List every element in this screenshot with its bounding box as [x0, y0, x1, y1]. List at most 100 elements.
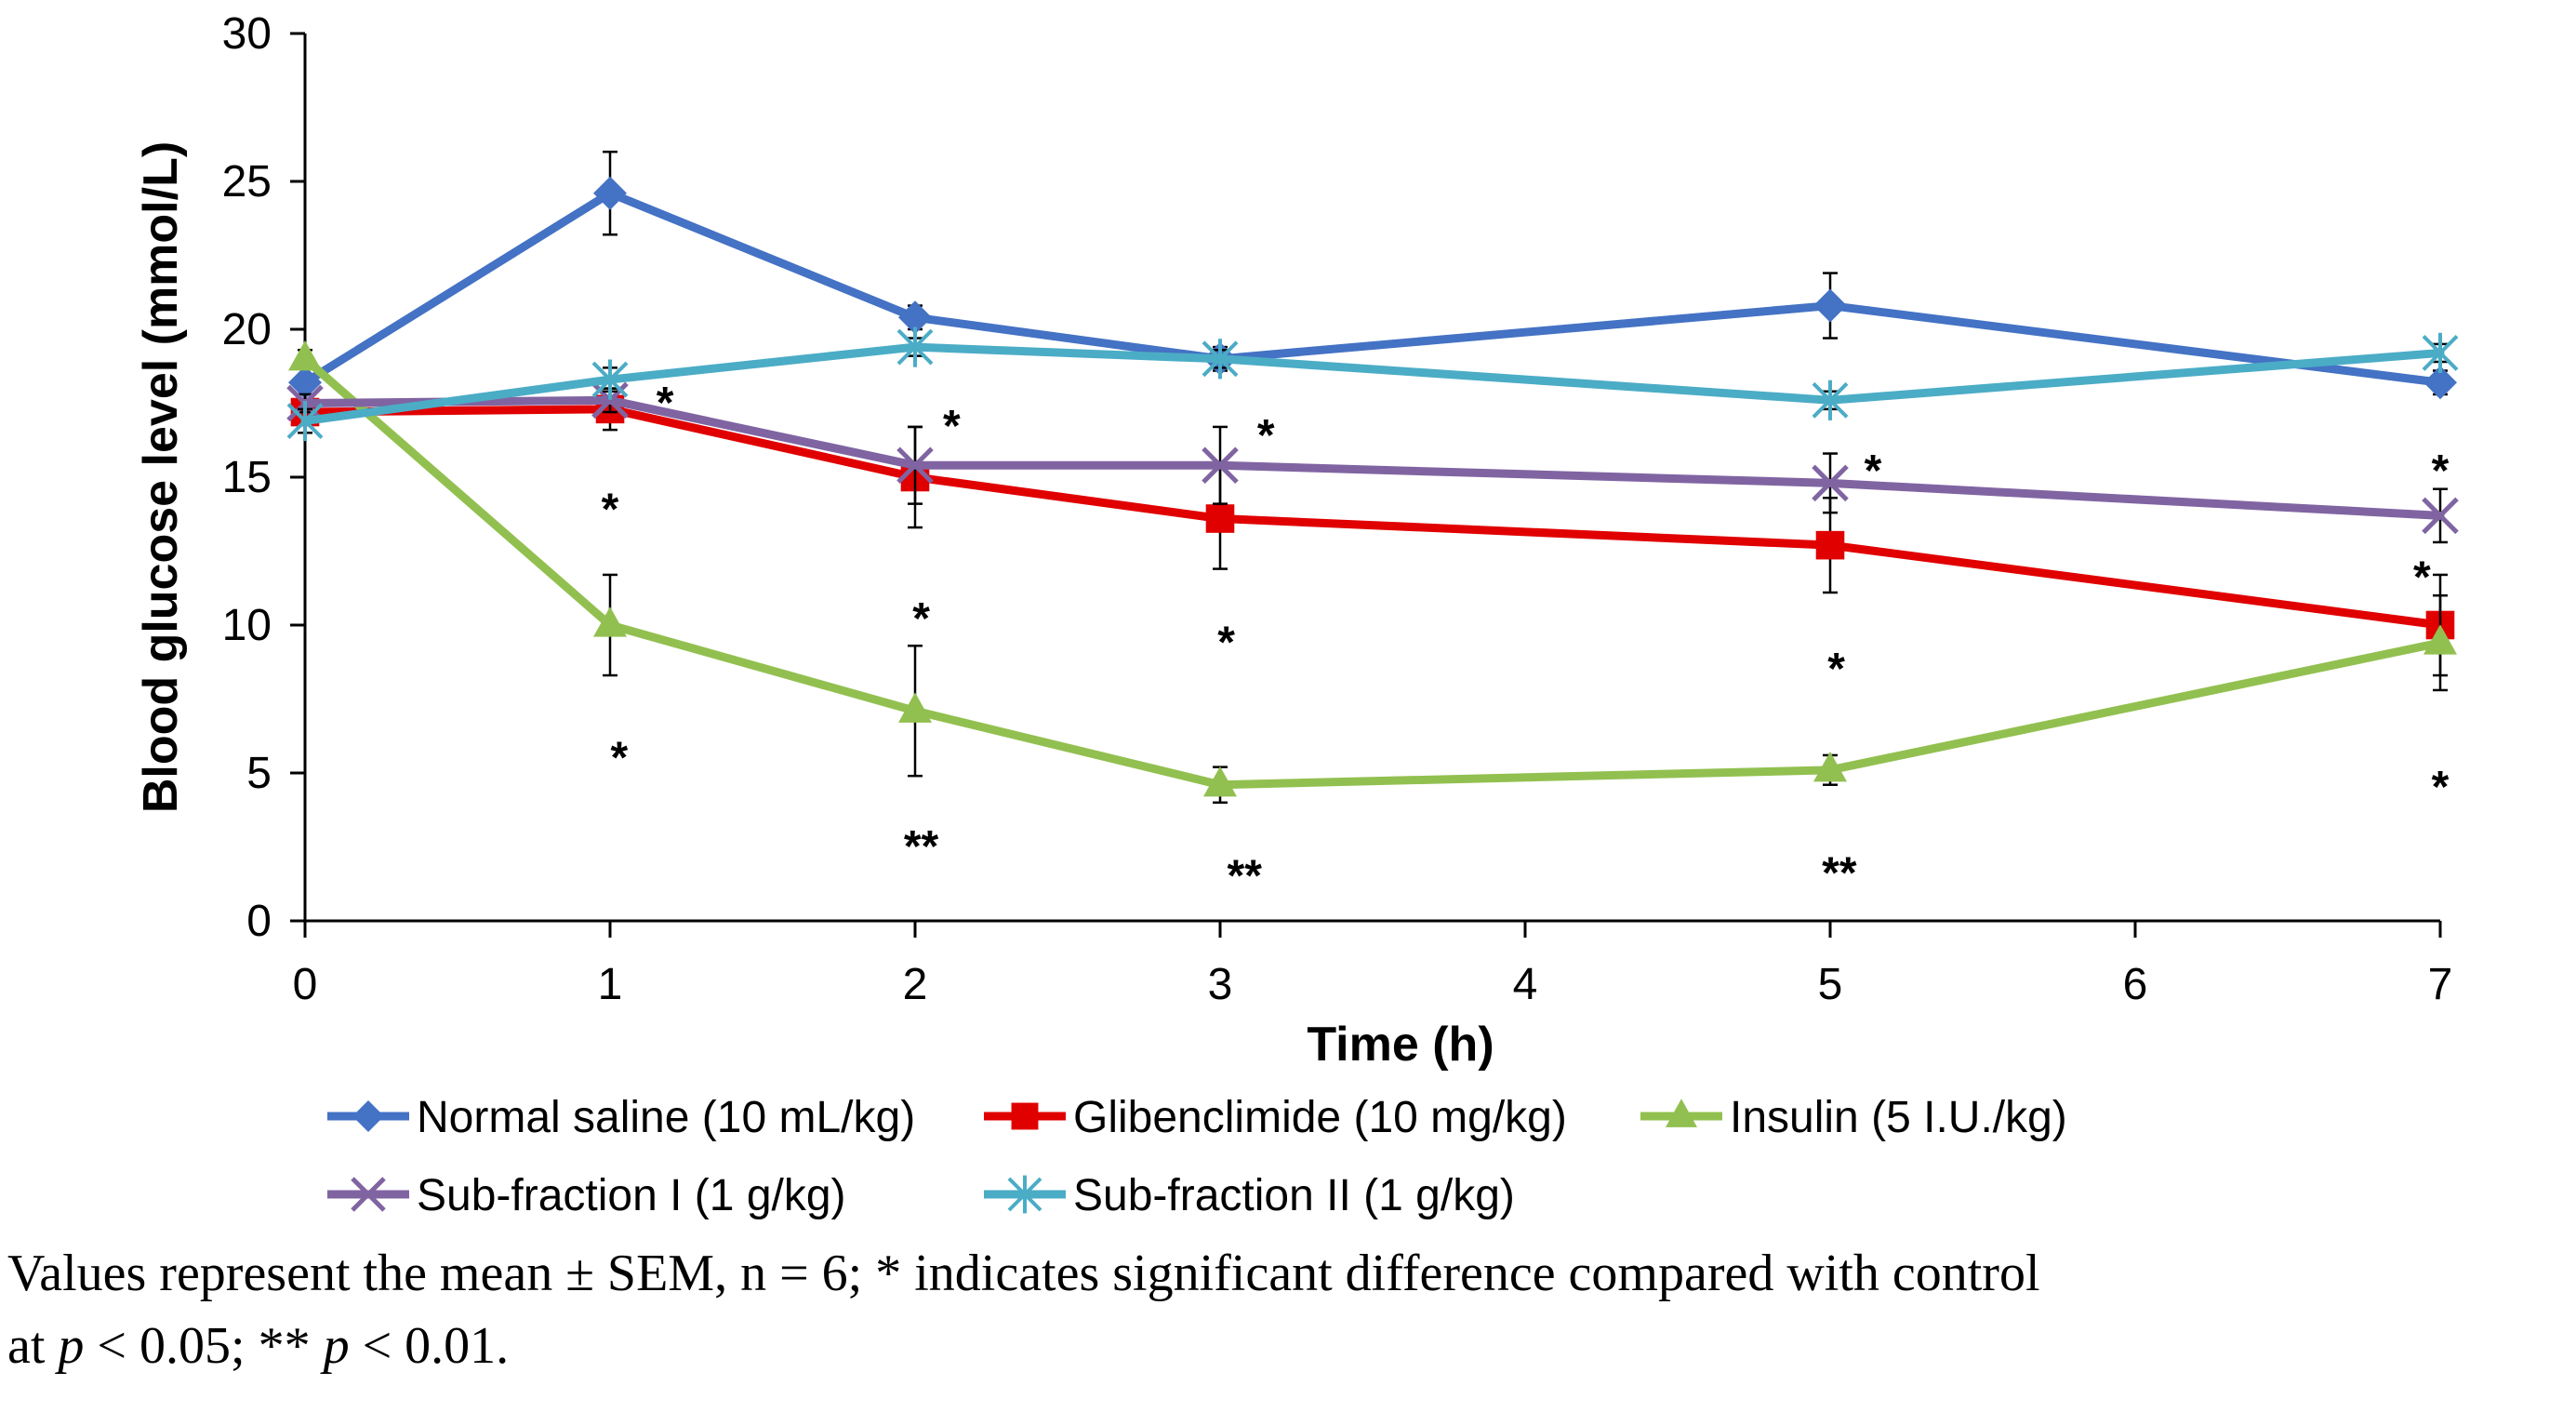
series-line: [300, 189, 2445, 387]
y-tick-label: 25: [222, 157, 272, 206]
data-point: [593, 176, 627, 210]
data-point: [1812, 380, 1849, 420]
significance-marker: *: [1257, 411, 1275, 460]
data-point: [2422, 497, 2459, 535]
legend-entry: Insulin (5 I.U./kg): [1640, 1093, 2067, 1142]
legend-label: Glibenclimide (10 mg/kg): [1073, 1093, 1567, 1142]
x-tick-label: 4: [1513, 960, 1538, 1009]
legend-entry: Normal saline (10 mL/kg): [327, 1093, 915, 1142]
x-tick-label: 2: [903, 960, 928, 1009]
diamond-marker: [898, 300, 932, 335]
caption-line-2a: at: [7, 1317, 59, 1375]
data-point: [288, 340, 322, 371]
caption-line-2b: < 0.05; **: [84, 1317, 324, 1375]
significance-marker: *: [2413, 553, 2431, 602]
x-marker-stroke: [351, 1177, 386, 1212]
figure-caption: Values represent the mean ± SEM, n = 6; …: [7, 1237, 2574, 1382]
x-marker-stroke: [1202, 446, 1239, 485]
triangle-marker: [288, 340, 322, 371]
diamond-marker: [593, 176, 627, 210]
significance-marker: *: [1865, 446, 1882, 496]
x-axis-title: Time (h): [1307, 1018, 1494, 1072]
legend-marker: [1011, 1102, 1039, 1130]
data-point: [591, 359, 629, 400]
data-point: [1813, 752, 1847, 782]
significance-marker: *: [2432, 446, 2450, 496]
legend-marker: [1007, 1175, 1042, 1214]
significance-marker: **: [904, 822, 939, 872]
legend-label: Sub-fraction II (1 g/kg): [1073, 1171, 1515, 1220]
y-tick-label: 10: [222, 601, 272, 650]
x-tick-label: 3: [1208, 960, 1233, 1009]
data-point: [1205, 504, 1235, 533]
legend: Normal saline (10 mL/kg) Glibenclimide (1…: [327, 1093, 2067, 1220]
data-point: [896, 446, 934, 485]
significance-marker: *: [912, 594, 930, 644]
axes: 0 5 10 15 20 25 30 0 1 2 3 4 5 6 7 Time (h) Blood glucos…: [134, 9, 2452, 1072]
significance-marker: **: [1822, 848, 1857, 898]
series-line: [300, 405, 2445, 630]
data-point: [2423, 366, 2457, 400]
legend-label: Insulin (5 I.U./kg): [1730, 1093, 2067, 1142]
legend-label: Sub-fraction I (1 g/kg): [417, 1171, 846, 1220]
triangle-marker: [898, 692, 932, 723]
x-tick-label: 0: [293, 960, 318, 1009]
triangle-marker: [1203, 766, 1237, 797]
data-point: [288, 366, 322, 400]
data-point: [1812, 464, 1849, 502]
data-point: [593, 606, 627, 637]
series-line: [300, 395, 2445, 520]
caption-line-2c: < 0.01.: [349, 1317, 510, 1375]
data-point: [896, 326, 934, 367]
series-5: [286, 326, 2459, 442]
data-point: [286, 400, 324, 442]
x-tick-label: 1: [598, 960, 623, 1009]
data-point: [1203, 766, 1237, 797]
diamond-marker: [1813, 288, 1847, 323]
triangle-marker: [1666, 1099, 1697, 1127]
series-1: [288, 150, 2457, 402]
y-tick-label: 0: [246, 897, 272, 946]
significance-marker: *: [602, 485, 619, 534]
significance-marker: *: [943, 402, 961, 451]
data-point: [1813, 288, 1847, 323]
data-point: [1815, 530, 1845, 560]
legend-marker: [1666, 1099, 1697, 1127]
data-point: [2422, 332, 2459, 374]
line-chart: 0 5 10 15 20 25 30 0 1 2 3 4 5 6 7 Time (h) Blood glucos…: [134, 9, 2459, 1220]
y-tick-label: 5: [246, 749, 272, 798]
series-line: [300, 342, 2445, 426]
x-marker-stroke: [896, 446, 934, 485]
diamond-marker: [2423, 366, 2457, 400]
significance-marker: *: [657, 379, 674, 428]
significance-marker: **: [1228, 852, 1263, 901]
y-tick-label: 15: [222, 453, 272, 502]
data-point: [898, 692, 932, 723]
x-marker-stroke: [2422, 497, 2459, 535]
significance-marker: *: [1827, 645, 1845, 694]
caption-line-1: Values represent the mean ± SEM, n = 6; …: [7, 1245, 2040, 1302]
x-tick-label: 6: [2123, 960, 2148, 1009]
triangle-marker: [2423, 624, 2457, 655]
triangle-marker: [1813, 752, 1847, 782]
square-marker: [1011, 1102, 1039, 1130]
data-point: [1202, 339, 1239, 380]
x-marker-stroke: [1812, 464, 1849, 502]
significance-marker: *: [610, 733, 628, 782]
legend-entry: Glibenclimide (10 mg/kg): [984, 1093, 1567, 1142]
y-tick-label: 30: [222, 9, 272, 59]
square-marker: [1205, 504, 1235, 533]
caption-p-symbol-2: p: [323, 1317, 350, 1375]
caption-p-symbol-1: p: [58, 1317, 85, 1375]
series-4: [286, 381, 2459, 544]
data-point: [1202, 446, 1239, 485]
triangle-marker: [593, 606, 627, 637]
y-tick-label: 20: [222, 305, 272, 354]
caption-line-2: at p < 0.05; ** p < 0.01.: [7, 1310, 2574, 1382]
series-3: [288, 340, 2457, 805]
x-tick-label: 7: [2428, 960, 2453, 1009]
series-layer: [286, 150, 2459, 805]
legend-marker: [352, 1100, 384, 1132]
data-point: [2423, 624, 2457, 655]
